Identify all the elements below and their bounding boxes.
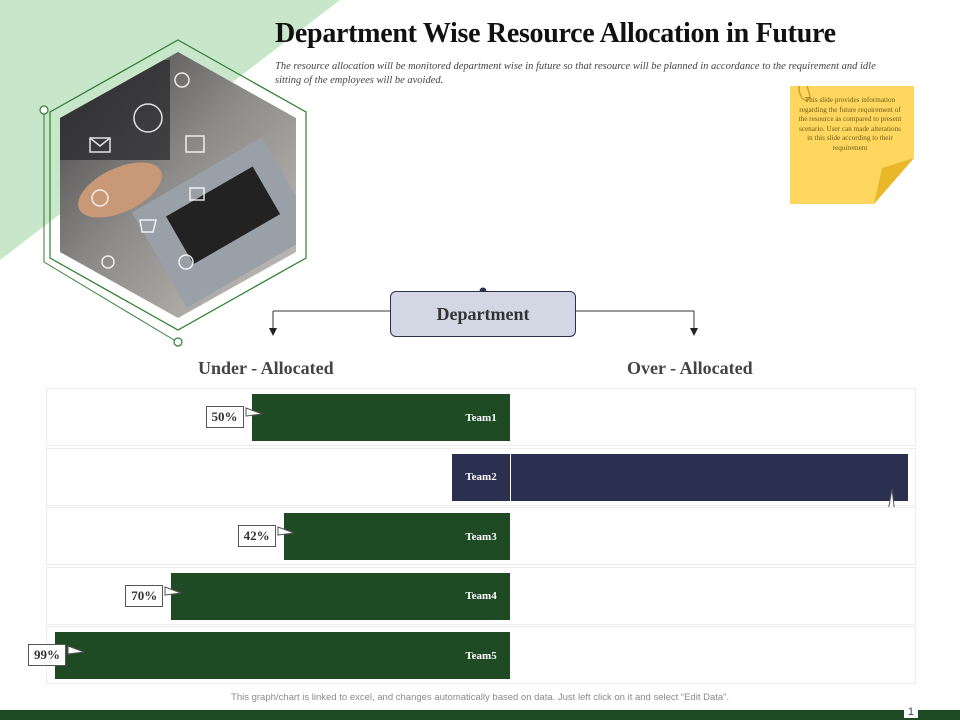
footer-note: This graph/chart is linked to excel, and… xyxy=(231,692,729,703)
page-title: Department Wise Resource Allocation in F… xyxy=(275,18,836,49)
page-subtitle: The resource allocation will be monitore… xyxy=(275,61,876,86)
bottom-bar xyxy=(0,710,960,720)
under-allocated-label: 50% xyxy=(205,406,244,428)
team-label-text: Team xyxy=(465,590,492,602)
callout-pointer xyxy=(277,526,294,536)
team-label: Team 3 xyxy=(452,513,510,560)
team-label-text: Team xyxy=(465,411,492,424)
team-label: Team 4 xyxy=(452,572,510,620)
under-allocated-bar xyxy=(283,513,452,560)
sticky-note-text: This slide provides information regardin… xyxy=(798,96,902,152)
department-box: Department xyxy=(390,291,576,337)
under-allocated-label: 70% xyxy=(125,584,164,607)
team-label: Team 2 xyxy=(452,453,510,501)
team-label: Team 1 xyxy=(452,394,510,441)
under-allocated-bar xyxy=(251,394,452,441)
team-label-number: 4 xyxy=(491,590,497,602)
team-label-text: Team xyxy=(465,471,492,483)
sticky-note: This slide provides information regardin… xyxy=(790,86,914,204)
callout-pointer xyxy=(67,645,85,655)
over-allocated-bar xyxy=(511,453,908,501)
callout-pointer xyxy=(245,407,262,417)
sticky-note-shape xyxy=(790,86,914,204)
team-label: Team 5 xyxy=(452,632,510,679)
right-header: Over - Allocated xyxy=(627,358,753,378)
team-label-text: Team xyxy=(465,649,492,662)
left-header: Under - Allocated xyxy=(198,358,334,378)
team-label-number: 1 xyxy=(491,411,497,424)
team-label-text: Team xyxy=(465,530,492,543)
team-label-number: 2 xyxy=(491,471,497,483)
under-allocated-bar xyxy=(171,572,452,620)
callout-pointer xyxy=(164,585,182,596)
under-allocated-label: 99% xyxy=(28,644,66,666)
page-number: 1 xyxy=(903,706,918,718)
team-label-number: 3 xyxy=(491,530,497,543)
under-allocated-label: 42% xyxy=(237,525,276,547)
under-allocated-bar xyxy=(55,632,452,679)
team-label-number: 5 xyxy=(491,649,497,662)
